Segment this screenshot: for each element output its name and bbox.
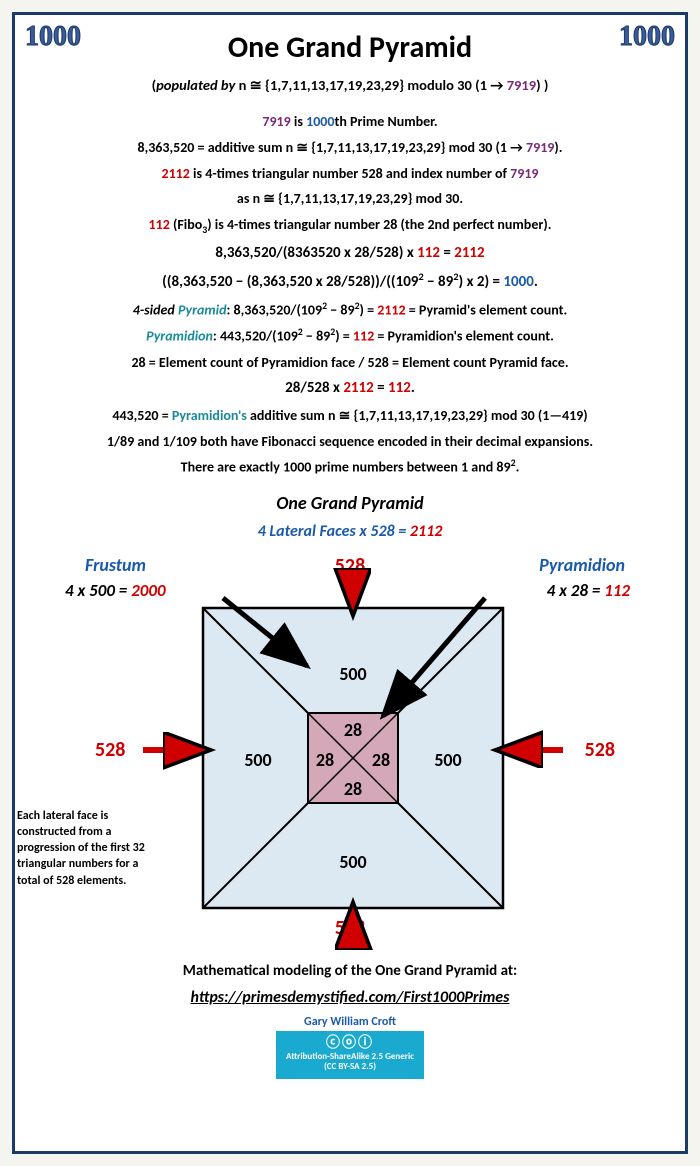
l8-e: ) = — [360, 301, 378, 318]
l2-c: ). — [554, 139, 562, 156]
l1-num2: 1000 — [306, 113, 334, 130]
pyramid-svg: 500 500 500 500 28 28 28 28 — [15, 518, 691, 958]
l3-c: 7919 — [510, 165, 538, 182]
cc-circles: ⓒⓞⓘ — [286, 1035, 414, 1052]
face-28-top: 28 — [344, 719, 362, 741]
subtitle-num: 7919 — [507, 76, 536, 94]
l6-b: 112 — [417, 244, 440, 262]
l2-a: 8,363,520 = additive sum n ≅ {1,7,11,13,… — [138, 139, 527, 156]
line-3: 2112 is 4-times triangular number 528 an… — [35, 162, 665, 186]
l11-b: 2112 — [343, 379, 373, 397]
l8-c: : 8,363,520/(109 — [227, 301, 323, 318]
l8-d: − 89 — [327, 301, 355, 318]
footer-link[interactable]: https://primesdemystified.com/First1000P… — [15, 988, 685, 1007]
line-4: as n ≅ {1,7,11,13,17,19,23,29} mod 30. — [35, 187, 665, 211]
l9-e: 112 — [353, 328, 374, 345]
corner-number-right: 1000 — [619, 21, 675, 53]
main-frame: 1000 1000 One Grand Pyramid (populated b… — [12, 12, 688, 1154]
l12-c: additive sum n ≅ {1,7,11,13,17,19,23,29}… — [247, 407, 588, 424]
lateral-face-note: Each lateral face is constructed from a … — [17, 808, 157, 889]
footer-text: Mathematical modeling of the One Grand P… — [15, 962, 685, 980]
face-28-right: 28 — [372, 749, 390, 771]
l7-a: ((8,363,520 − (8,363,520 x 28/528))/((10… — [162, 273, 418, 291]
l11-d: 112 — [388, 379, 411, 397]
l9-f: = Pyramidion's element count. — [374, 328, 554, 345]
l3-a: 2112 — [161, 165, 189, 182]
l8-f: 2112 — [377, 301, 405, 318]
l14-sup: 2 — [511, 457, 516, 469]
face-500-bottom: 500 — [339, 851, 366, 873]
l9-b: : 443,520/(109 — [213, 328, 298, 345]
line-1: 7919 is 1000th Prime Number. — [35, 110, 665, 134]
l12-b: Pyramidion's — [172, 407, 247, 424]
l1-is: is — [291, 113, 306, 130]
l5-c: ) is 4-times triangular number 28 (the 2… — [207, 216, 551, 233]
l11-c: = — [374, 379, 388, 397]
l7-e: . — [534, 273, 538, 291]
line-11: 28/528 x 2112 = 112. — [35, 376, 665, 402]
l7-c: ) x 2) = — [459, 273, 504, 291]
l8-a: 4-sided — [133, 301, 178, 318]
subtitle: (populated by n ≅ {1,7,11,13,17,19,23,29… — [15, 76, 685, 94]
l8-g: = Pyramid's element count. — [406, 301, 568, 318]
face-500-top: 500 — [339, 663, 366, 685]
l6-d: 2112 — [454, 244, 484, 262]
l9-d: ) = — [335, 328, 353, 345]
diagram-area: 4 Lateral Faces x 528 = 2112 Frustum 4 x… — [15, 518, 685, 958]
face-28-bottom: 28 — [344, 778, 362, 800]
l12-a: 443,520 = — [112, 407, 172, 424]
l1-rest: th Prime Number. — [334, 113, 437, 130]
line-10: 28 = Element count of Pyramidion face / … — [35, 351, 665, 375]
cc-badge: ⓒⓞⓘ Attribution-ShareAlike 2.5 Generic (… — [276, 1031, 424, 1079]
l7-d: 1000 — [503, 273, 533, 291]
l9-c: − 89 — [303, 328, 331, 345]
l5-a: 112 — [149, 216, 170, 233]
line-2: 8,363,520 = additive sum n ≅ {1,7,11,13,… — [35, 136, 665, 160]
line-7: ((8,363,520 − (8,363,520 x 28/528))/((10… — [35, 268, 665, 296]
line-9: Pyramidion: 443,520/(1092 − 892) = 112 =… — [35, 324, 665, 348]
l6-c: = — [440, 244, 454, 262]
subtitle-suffix: ) ) — [536, 76, 548, 94]
l6-a: 8,363,520/(8363520 x 28/528) x — [215, 244, 417, 262]
line-6: 8,363,520/(8363520 x 28/528) x 112 = 211… — [35, 241, 665, 267]
cc-line2: (CC BY-SA 2.5) — [286, 1062, 414, 1073]
l3-b: is 4-times triangular number 528 and ind… — [190, 165, 510, 182]
author-name: Gary William Croft — [15, 1015, 685, 1029]
l11-e: . — [411, 379, 415, 397]
line-8: 4-sided Pyramid: 8,363,520/(1092 − 892) … — [35, 298, 665, 322]
l14-a: There are exactly 1000 prime numbers bet… — [181, 459, 511, 476]
content-block: 7919 is 1000th Prime Number. 8,363,520 =… — [15, 110, 685, 480]
l5-b: (Fibo — [170, 216, 202, 233]
line-13: 1/89 and 1/109 both have Fibonacci seque… — [35, 430, 665, 454]
face-500-right: 500 — [434, 749, 461, 771]
l7-b: − 89 — [424, 273, 453, 291]
page-title: One Grand Pyramid — [15, 29, 685, 66]
diagram-title: One Grand Pyramid — [15, 492, 685, 514]
l1-num1: 7919 — [262, 113, 290, 130]
l11-a: 28/528 x — [285, 379, 343, 397]
subtitle-rest: n ≅ {1,7,11,13,17,19,23,29} modulo 30 (1… — [235, 76, 506, 94]
l8-b: Pyramid — [178, 301, 227, 318]
line-12: 443,520 = Pyramidion's additive sum n ≅ … — [35, 404, 665, 428]
line-14: There are exactly 1000 prime numbers bet… — [35, 455, 665, 479]
line-5: 112 (Fibo3) is 4-times triangular number… — [35, 213, 665, 238]
corner-number-left: 1000 — [25, 21, 81, 53]
subtitle-italic: populated by — [156, 76, 235, 94]
face-500-left: 500 — [244, 749, 271, 771]
l2-b: 7919 — [526, 139, 554, 156]
footer: Mathematical modeling of the One Grand P… — [15, 962, 685, 1079]
face-28-left: 28 — [316, 749, 334, 771]
l9-a: Pyramidion — [146, 328, 213, 345]
